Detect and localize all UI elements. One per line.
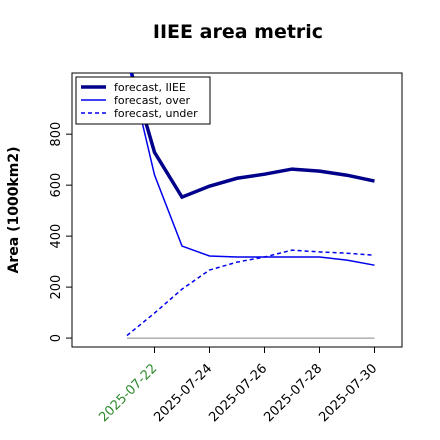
plot-frame	[71, 72, 403, 348]
y-tick-label: 0	[49, 334, 64, 342]
series-line	[129, 73, 375, 266]
y-tick-label: 800	[49, 122, 64, 147]
x-tick-label: 2025-07-28	[261, 361, 325, 425]
y-axis-label: Area (1000km2)	[6, 147, 22, 274]
legend-label: forecast, over	[114, 94, 190, 107]
chart-title: IIEE area metric	[153, 21, 323, 43]
x-tick-label: 2025-07-24	[151, 361, 215, 425]
x-tick-label: 2025-07-30	[316, 361, 380, 425]
legend-label: forecast, IIEE	[114, 81, 186, 94]
series-line	[129, 73, 375, 200]
series-line	[126, 249, 375, 337]
x-tick-label: 2025-07-26	[206, 361, 270, 425]
legend-label: forecast, under	[114, 107, 198, 120]
x-tick-label: 2025-07-22	[96, 361, 160, 425]
y-tick-label: 400	[49, 224, 64, 249]
plot-area	[126, 73, 375, 337]
y-tick-label: 200	[49, 275, 64, 300]
y-tick-label: 600	[49, 173, 64, 198]
